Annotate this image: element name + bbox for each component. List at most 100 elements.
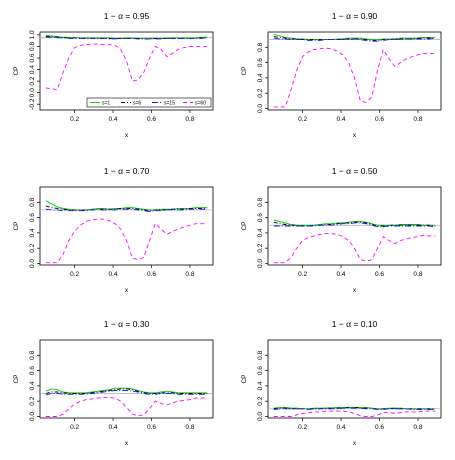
legend: s=1 s=6 s=15 s=60: [86, 97, 212, 108]
panel-title: 1 − α = 0.95: [104, 11, 150, 21]
x-tick-label: 0.4: [337, 116, 346, 123]
x-tick-label: 0.6: [375, 424, 384, 431]
series-line-s15: [45, 390, 208, 396]
y-axis-label: CP: [241, 221, 248, 230]
series-line-s60: [273, 47, 436, 108]
chart-panel-6: 1 − α = 0.10 0.2 0.4 0.6 0.8 0.0 0.2 0.4 0.6 0.8 x…: [241, 319, 442, 447]
y-tick-label: 0.2: [257, 88, 264, 97]
y-tick-label: 0.4: [257, 228, 264, 237]
y-tick-label: 0.0: [257, 259, 264, 268]
y-tick-label: 0.8: [257, 197, 264, 206]
y-tick-label: 0.4: [257, 73, 264, 82]
y-tick-label: 0.6: [257, 213, 264, 222]
panel-title: 1 − α = 0.50: [332, 166, 378, 176]
x-axis-label: x: [353, 287, 357, 294]
plot-frame: [267, 186, 442, 266]
y-tick-label: 0.2: [257, 396, 264, 405]
x-tick-label: 0.8: [413, 424, 422, 431]
y-tick-label: 0.6: [257, 366, 264, 375]
x-tick-label: 0.8: [185, 271, 194, 278]
chart-panel-4: 1 − α = 0.50 0.2 0.4 0.6 0.8 0.0 0.2 0.4 0.6 0.8 x…: [241, 166, 442, 294]
y-tick-label: 1.0: [29, 30, 36, 39]
y-axis-label: CP: [13, 221, 20, 230]
y-tick-label: 0.6: [29, 53, 36, 62]
legend-label: s=6: [133, 100, 141, 106]
x-tick-label: 0.6: [375, 271, 384, 278]
y-tick-label: 0.8: [257, 42, 264, 51]
y-tick-label: 0.8: [29, 197, 36, 206]
y-tick-label: 0.8: [257, 350, 264, 359]
x-tick-label: 0.4: [109, 116, 118, 123]
y-tick-label: 0.2: [29, 396, 36, 405]
y-tick-label: 0.4: [257, 381, 264, 390]
x-tick-label: 0.6: [147, 271, 156, 278]
panel-title: 1 − α = 0.70: [104, 166, 150, 176]
x-tick-label: 0.4: [337, 424, 346, 431]
x-axis-label: x: [125, 440, 129, 447]
x-tick-label: 0.2: [70, 424, 79, 431]
y-tick-label: 0.2: [257, 243, 264, 252]
series-line-s60: [45, 396, 208, 417]
x-tick-label: 0.8: [185, 424, 194, 431]
panel-title: 1 − α = 0.30: [104, 319, 150, 329]
y-tick-label: 0.0: [257, 104, 264, 113]
plot-frame: [267, 31, 442, 111]
x-tick-label: 0.2: [298, 116, 307, 123]
x-axis-label: x: [125, 132, 129, 139]
panel-title: 1 − α = 0.10: [332, 319, 378, 329]
x-axis-label: x: [353, 132, 357, 139]
y-tick-label: 0.0: [29, 88, 36, 97]
y-tick-label: 0.4: [29, 381, 36, 390]
x-tick-label: 0.2: [70, 271, 79, 278]
chart-panel-2: 1 − α = 0.90 0.2 0.4 0.6 0.8 0.0 0.2 0.4 0.6 0.8 x…: [241, 11, 442, 139]
x-tick-label: 0.6: [147, 424, 156, 431]
y-tick-label: 0.6: [257, 58, 264, 67]
series-line-s60: [45, 218, 208, 264]
legend-label: s=1: [102, 100, 110, 106]
y-tick-label: 0.4: [29, 65, 36, 74]
x-tick-label: 0.8: [185, 116, 194, 123]
legend-label: s=60: [195, 100, 206, 106]
plot-frame: [39, 339, 214, 419]
series-line-s60: [273, 410, 436, 417]
series-line-s60: [45, 43, 208, 91]
x-tick-label: 0.4: [109, 424, 118, 431]
y-tick-label: -0.2: [29, 98, 36, 110]
x-tick-label: 0.6: [147, 116, 156, 123]
x-tick-label: 0.6: [375, 116, 384, 123]
series-line-s15: [273, 407, 436, 411]
plot-frame: [267, 339, 442, 419]
y-tick-label: 0.0: [257, 412, 264, 421]
x-axis-label: x: [353, 440, 357, 447]
series-line-s1: [45, 35, 208, 39]
x-tick-label: 0.2: [298, 271, 307, 278]
x-tick-label: 0.8: [413, 116, 422, 123]
series-line-s15: [45, 36, 208, 40]
y-axis-label: CP: [13, 374, 20, 383]
series-line-s15: [273, 37, 436, 42]
plot-frame: [39, 31, 214, 111]
x-tick-label: 0.8: [413, 271, 422, 278]
panel-title: 1 − α = 0.90: [332, 11, 378, 21]
y-axis-label: CP: [241, 374, 248, 383]
y-tick-label: 0.6: [29, 366, 36, 375]
chart-panel-1: 1 − α = 0.95 0.2 0.4 0.6 0.8 -0.20.0 0.2 0.4 0.6…: [13, 11, 214, 139]
y-tick-label: 0.8: [29, 42, 36, 51]
y-axis-label: CP: [241, 66, 248, 75]
chart-panel-5: 1 − α = 0.30 0.2 0.4 0.6 0.8 0.0 0.2 0.4 0.6 0.8 x…: [13, 319, 214, 447]
y-tick-label: 0.4: [29, 228, 36, 237]
y-tick-label: 0.6: [29, 213, 36, 222]
series-line-s1: [45, 387, 208, 394]
x-tick-label: 0.4: [109, 271, 118, 278]
series-line-s15: [45, 208, 208, 212]
plot-frame: [39, 186, 214, 266]
y-tick-label: 0.8: [29, 350, 36, 359]
y-tick-label: 0.2: [29, 243, 36, 252]
y-tick-label: 0.0: [29, 259, 36, 268]
series-line-s6: [45, 388, 208, 394]
x-axis-label: x: [125, 287, 129, 294]
series-line-s1: [273, 33, 436, 41]
y-tick-label: 0.0: [29, 412, 36, 421]
